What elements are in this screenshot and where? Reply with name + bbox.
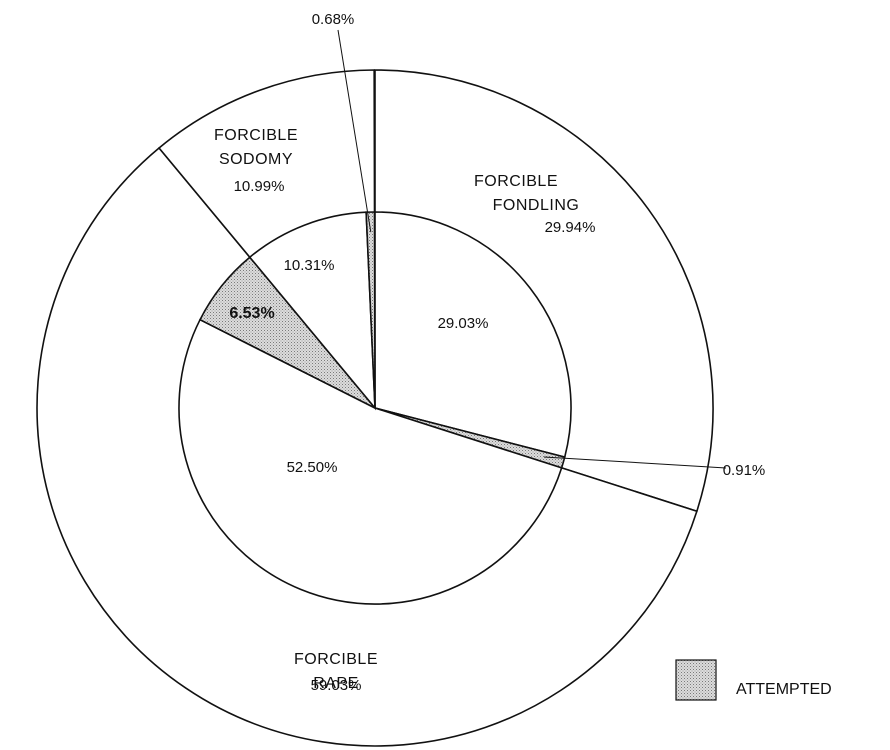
inner-percent-forcible-rape-attempted: 6.53% (229, 305, 274, 322)
inner-slice-forcible-sodomy-completed (248, 211, 376, 411)
outer-label-forcible-rape-line2: RAPE (313, 675, 359, 692)
outer-percent-forcible-rape: 59.03% (311, 677, 362, 694)
inner-slice-forcible-fondling-completed (374, 211, 572, 459)
inner-percent-forcible-rape-completed: 52.50% (287, 459, 338, 476)
leader-line-forcible-fondling-attempted (544, 456, 727, 469)
legend-label: ATTEMPTED (736, 681, 832, 698)
leader-line-forcible-sodomy-attempted (337, 29, 372, 233)
legend: ATTEMPTED (675, 659, 832, 701)
outer-label-forcible-sodomy-line2: SODOMY (219, 151, 293, 168)
outer-label-forcible-fondling-line1: FORCIBLE (474, 173, 558, 190)
outer-label-forcible-fondling-line2: FONDLING (493, 197, 580, 214)
outer-percent-forcible-sodomy: 10.99% (234, 178, 285, 195)
inner-percent-forcible-sodomy-attempted: 0.68% (312, 11, 355, 28)
inner-percent-forcible-fondling-completed: 29.03% (438, 315, 489, 332)
inner-slice-forcible-rape-completed (178, 318, 563, 605)
outer-label-forcible-rape-line1: FORCIBLE (294, 651, 378, 668)
outer-label-forcible-sodomy-line1: FORCIBLE (214, 127, 298, 144)
inner-percent-forcible-fondling-attempted: 0.91% (723, 462, 766, 479)
inner-slice-forcible-sodomy-attempted (365, 211, 376, 409)
legend-swatch (675, 659, 717, 701)
outer-percent-forcible-fondling: 29.94% (545, 219, 596, 236)
inner-percent-forcible-sodomy-completed: 10.31% (284, 257, 335, 274)
